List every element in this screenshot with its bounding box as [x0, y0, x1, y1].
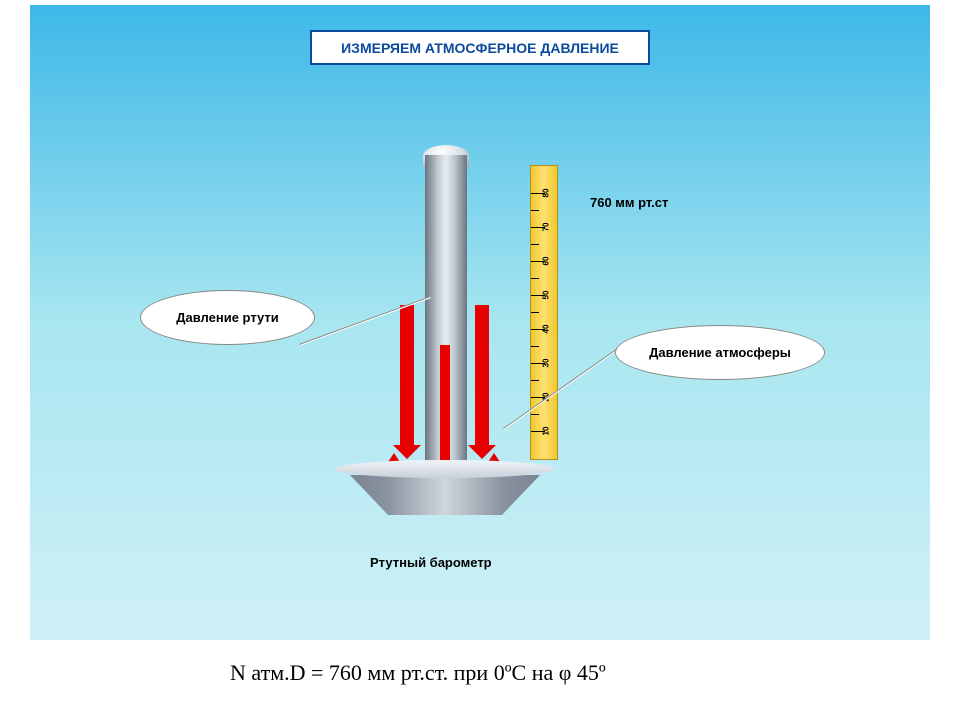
dish-body	[350, 475, 540, 515]
arrow-left	[400, 305, 414, 445]
arrow-right	[475, 305, 489, 445]
callout-right-text: Давление атмосферы	[649, 345, 791, 360]
barometer-label: Ртутный барометр	[370, 555, 492, 570]
callout-right: Давление атмосферы	[615, 325, 825, 380]
diagram-area: ИЗМЕРЯЕМ АТМОСФЕРНОЕ ДАВЛЕНИЕ 80 70 60 5…	[30, 5, 930, 640]
title-box: ИЗМЕРЯЕМ АТМОСФЕРНОЕ ДАВЛЕНИЕ	[310, 30, 650, 65]
callout-left-text: Давление ртути	[176, 310, 279, 325]
callout-left: Давление ртути	[140, 290, 315, 345]
title-text: ИЗМЕРЯЕМ АТМОСФЕРНОЕ ДАВЛЕНИЕ	[341, 40, 619, 56]
dish-top	[335, 460, 555, 478]
value-label: 760 мм рт.ст	[590, 195, 668, 210]
ruler: 80 70 60 50 40 30 20 10	[530, 165, 558, 460]
formula-text: N атм.D = 760 мм рт.ст. при 0ºС на φ 45º	[230, 660, 606, 686]
arrow-center	[440, 345, 450, 475]
callout-line-right	[503, 342, 627, 430]
